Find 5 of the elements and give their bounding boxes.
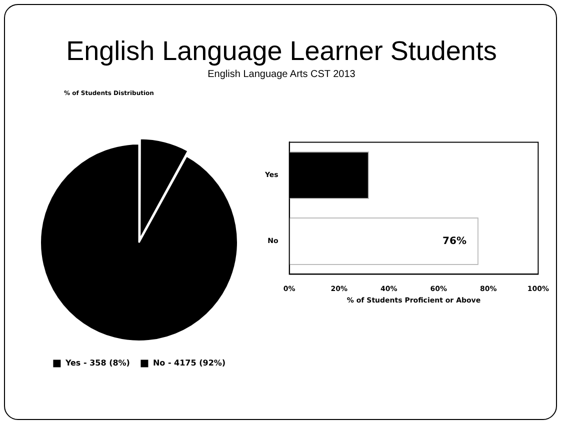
data-label: 76% (442, 236, 466, 247)
legend-label: Yes - 358 (8%) (64, 358, 130, 368)
chart-title: English Language Learner Students (65, 36, 498, 67)
legend-label: No - 4175 (92%) (152, 358, 226, 368)
text: English Language Arts CST 2013 (206, 69, 356, 80)
